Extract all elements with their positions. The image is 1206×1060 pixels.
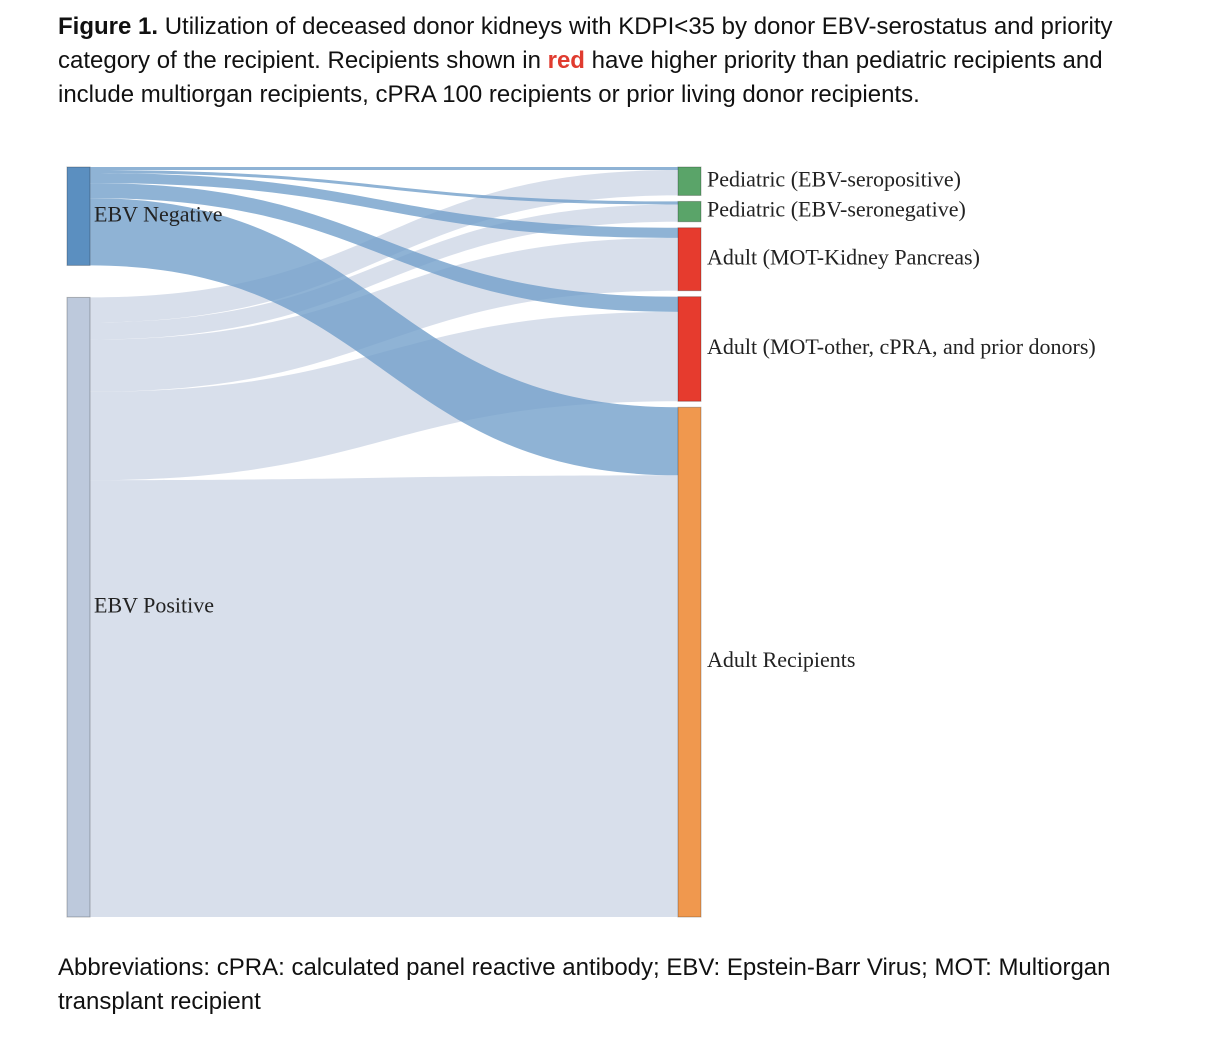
node-label-adult: Adult Recipients: [707, 647, 855, 672]
node-mot_kp: [677, 227, 702, 292]
link-neg-to-ped_neg: [90, 170, 678, 205]
node-label-ped_neg: Pediatric (EBV-seronegative): [707, 197, 966, 222]
figure-label: Figure 1.: [58, 13, 159, 40]
node-adult: [677, 406, 702, 918]
node-label-mot_other: Adult (MOT-other, cPRA, and prior donors…: [707, 334, 1096, 359]
link-pos-to-mot_other: [90, 311, 678, 481]
node-label-mot_kp: Adult (MOT-Kidney Pancreas): [707, 244, 980, 269]
link-neg-to-mot_kp: [90, 173, 678, 238]
link-pos-to-adult: [90, 475, 678, 917]
sankey-nodes: [66, 166, 702, 918]
figure-caption: Figure 1. Utilization of deceased donor …: [58, 10, 1178, 112]
node-neg: [66, 166, 91, 266]
caption-text-2: have higher priority than pediatric reci…: [58, 47, 1103, 108]
node-label-ped_pos: Pediatric (EBV-seropositive): [707, 166, 961, 191]
link-neg-to-ped_pos: [90, 167, 678, 171]
node-pos: [66, 296, 91, 918]
link-neg-to-adult: [90, 198, 678, 476]
abbreviations-note: Abbreviations: cPRA: calculated panel re…: [58, 954, 1111, 1015]
node-label-pos: EBV Positive: [94, 592, 214, 617]
node-label-neg: EBV Negative: [94, 201, 223, 226]
node-ped_pos: [677, 166, 702, 196]
link-neg-to-mot_other: [90, 183, 678, 312]
caption-red-word: red: [547, 47, 585, 74]
link-pos-to-ped_neg: [90, 204, 678, 340]
node-mot_other: [677, 296, 702, 402]
sankey-links: [90, 167, 678, 917]
sankey-labels: EBV Negative EBV Positive Pediatric (EBV-s…: [94, 166, 1096, 672]
node-ped_neg: [677, 200, 702, 223]
caption-text-1: Utilization of deceased donor kidneys wi…: [58, 13, 1113, 74]
